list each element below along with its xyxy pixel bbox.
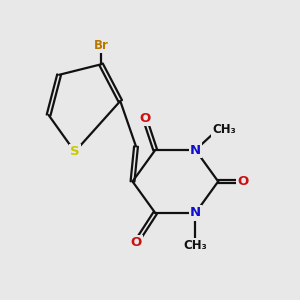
Text: O: O <box>237 175 248 188</box>
Text: N: N <box>190 143 201 157</box>
Text: Br: Br <box>94 39 109 52</box>
Text: O: O <box>139 112 150 125</box>
Text: O: O <box>130 236 142 249</box>
Text: N: N <box>190 206 201 219</box>
Text: S: S <box>70 145 80 158</box>
Text: CH₃: CH₃ <box>184 239 207 252</box>
Text: CH₃: CH₃ <box>213 122 236 136</box>
